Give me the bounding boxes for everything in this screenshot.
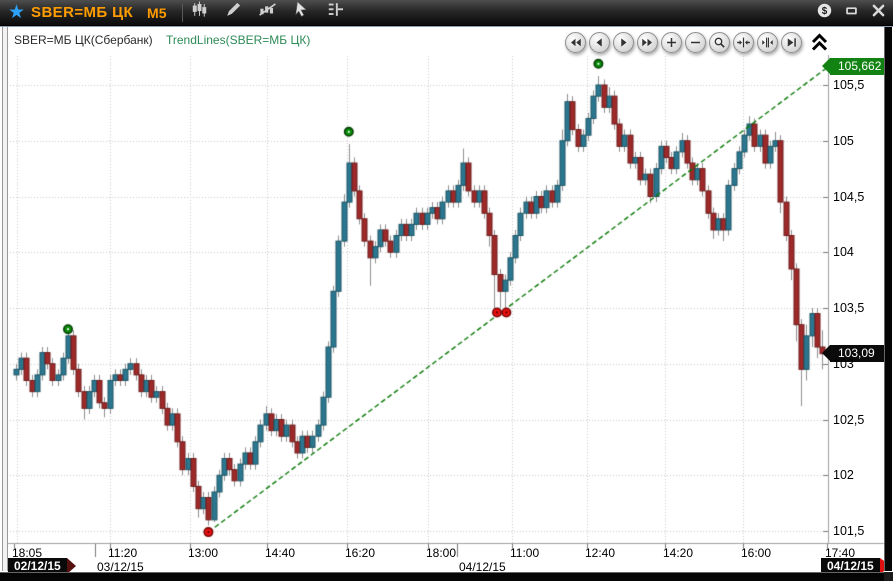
window-button-group: $ [812,2,893,24]
time-axis-label: 11:00 [510,546,540,560]
collapse-chevron-button[interactable] [811,33,828,52]
candlestick-chart-canvas[interactable] [0,27,893,571]
window-toolbar: ★ SBER=МБ ЦК M5 $ [0,0,893,26]
scroll-start-button[interactable] [565,32,586,53]
nav-forward [616,35,631,50]
nav-fast-forward [640,35,655,50]
time-axis-label: 18:00 [426,546,457,560]
close-button[interactable] [866,2,890,24]
toolbar-button-group [186,1,350,24]
scroll-right-button[interactable] [613,32,634,53]
candles-button[interactable] [186,1,214,23]
price-axis-label: 103,5 [833,301,865,315]
nav-zoom-in [664,35,679,50]
horizontal-scrollbar[interactable] [0,572,884,581]
trendline-price-badge: 105,662 [822,58,884,75]
money-button[interactable]: $ [812,2,836,24]
nav-compress-h [736,35,751,50]
time-axis-label: 18:05 [12,546,43,560]
minimize-button[interactable] [839,2,863,24]
time-axis-label: 13:00 [188,546,219,560]
levels-button[interactable] [322,1,350,23]
time-axis-label: 16:00 [741,546,772,560]
chart-header: SBER=МБ ЦК(Сбербанк) TrendLines(SBER=МБ … [14,33,310,47]
go-to-end-button[interactable] [781,32,802,53]
zoom-window-button[interactable] [709,32,730,53]
time-axis-label: 14:40 [265,546,296,560]
nav-zoom-window [712,35,727,50]
nav-go-end [784,35,799,50]
favorite-star-icon[interactable]: ★ [8,1,26,23]
instrument-label: SBER=МБ ЦК(Сбербанк) [14,33,153,47]
window-title: SBER=МБ ЦК [31,4,134,21]
price-axis-label: 102,5 [833,412,865,427]
nav-zoom-out [688,35,703,50]
levels-icon [326,0,345,24]
price-axis-label: 102 [833,468,854,483]
svg-text:$: $ [821,6,827,17]
nav-back [592,35,607,50]
toolbar-separator [181,3,183,22]
last-price-badge: 103,09 [822,345,884,362]
time-axis-label: 14:20 [663,546,694,560]
cursor-icon [292,0,311,24]
price-axis-label: 103 [833,356,854,371]
vertical-scrollbar[interactable] [884,27,892,571]
money-icon: $ [816,2,833,24]
nav-scale-h [760,35,775,50]
zoom-out-button[interactable] [685,32,706,53]
time-axis-label: 11:20 [108,546,138,560]
price-axis-label: 104,5 [833,189,865,204]
nav-fast-back [568,35,583,50]
minimize-icon [843,2,860,24]
draw-button[interactable] [220,1,248,23]
close-icon [870,2,887,24]
price-axis-label: 105 [833,133,854,148]
time-axis-label: 16:20 [345,546,376,560]
double-chevron-up-icon [811,33,828,51]
zoom-in-button[interactable] [661,32,682,53]
cursor-button[interactable] [288,1,316,23]
candles-icon [190,0,209,24]
indicator-button[interactable] [254,1,282,23]
date-badge-start: 02/12/15 [8,558,76,574]
scroll-end-button[interactable] [637,32,658,53]
price-axis-label: 101,5 [833,524,865,538]
price-axis-label: 105,5 [833,78,865,92]
timeframe-label[interactable]: M5 [147,4,167,21]
indicator-label[interactable]: TrendLines(SBER=МБ ЦК) [166,33,311,47]
price-axis-label: 104 [833,245,854,260]
scale-vertical-button[interactable] [757,32,778,53]
compress-horizontal-button[interactable] [733,32,754,53]
left-splitter-handle[interactable] [2,27,8,571]
indicator-icon [258,0,277,24]
pencil-icon [224,0,243,24]
time-axis-label: 17:40 [825,546,856,560]
scrollbar-corner [884,572,893,581]
scroll-left-button[interactable] [589,32,610,53]
date-label: 03/12/15 [97,560,144,574]
date-label: 04/12/15 [459,560,506,574]
time-axis-label: 12:40 [585,546,616,560]
chart-panel: SBER=МБ ЦК(Сбербанк) TrendLines(SBER=МБ … [0,26,893,581]
